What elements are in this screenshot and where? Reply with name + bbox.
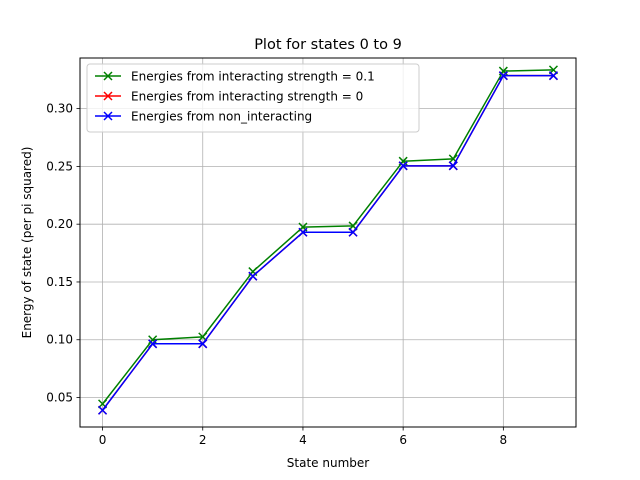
x-tick-label: 2: [199, 433, 207, 447]
series-layer: [98, 65, 558, 415]
legend-label: Energies from non_interacting: [131, 110, 312, 124]
x-tick-label: 4: [299, 433, 307, 447]
legend-marker: [103, 71, 113, 81]
y-axis-label: Energy of state (per pi squared): [20, 147, 34, 339]
plot-frame: [79, 57, 577, 428]
y-tick-label: 0.30: [46, 102, 73, 116]
data-point: [148, 339, 158, 349]
series-line: [101, 69, 554, 405]
y-tick-label: 0.10: [46, 333, 73, 347]
x-tick-label: 0: [99, 433, 107, 447]
x-tick-label: 8: [500, 433, 508, 447]
legend: Energies from interacting strength = 0.1…: [86, 63, 420, 133]
legend-entry: Energies from interacting strength = 0: [95, 90, 363, 104]
x-axis-label: State number: [287, 456, 369, 470]
y-tick-label: 0.15: [46, 275, 73, 289]
legend-entry: Energies from non_interacting: [95, 110, 312, 124]
y-tick-label: 0.20: [46, 217, 73, 231]
legend-marker: [103, 91, 113, 101]
data-point: [398, 161, 408, 171]
series-2: [98, 71, 558, 415]
legend-box: [86, 63, 420, 133]
data-point: [348, 227, 358, 237]
data-point: [448, 161, 458, 171]
data-point: [248, 271, 258, 281]
data-point: [198, 339, 208, 349]
x-tick-label: 6: [399, 433, 407, 447]
legend-marker: [103, 111, 113, 121]
y-tick-label: 0.05: [46, 391, 73, 405]
data-point: [498, 71, 508, 81]
chart-title: Plot for states 0 to 9: [254, 37, 402, 53]
legend-label: Energies from interacting strength = 0: [131, 90, 363, 104]
y-tick-label: 0.25: [46, 159, 73, 173]
legend-label: Energies from interacting strength = 0.1: [131, 70, 375, 84]
data-point: [98, 405, 108, 415]
data-point: [548, 71, 558, 81]
tick-layer: 0 2 4 6 8 0.05 0.10 0.15 0.20 0.25 0.30: [46, 102, 507, 447]
series-line: [101, 74, 554, 411]
legend-entry: Energies from interacting strength = 0.1: [95, 70, 375, 84]
data-point: [298, 227, 308, 237]
data-point: [148, 335, 158, 345]
